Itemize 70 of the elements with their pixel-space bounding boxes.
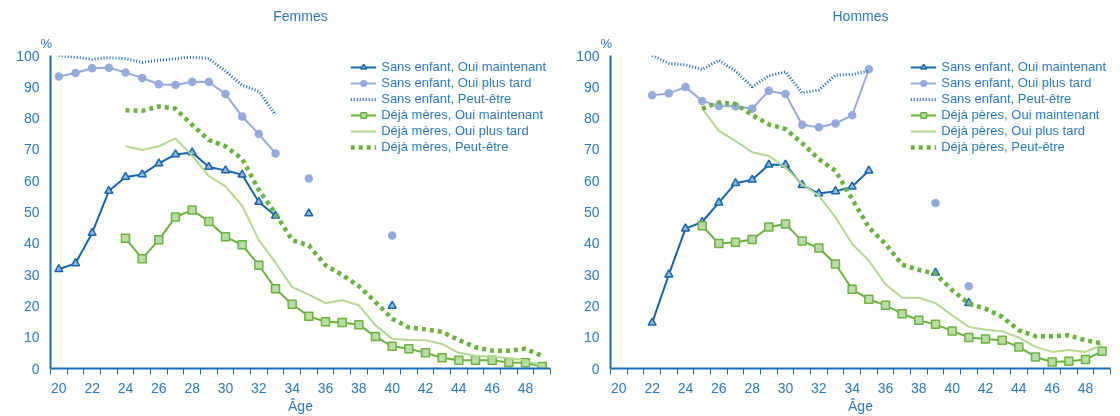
y-tick-label: 10	[23, 329, 40, 346]
x-tick-label: 24	[117, 379, 134, 396]
x-tick-label: 26	[151, 379, 167, 396]
y-tick-label: 30	[583, 266, 600, 283]
x-tick-label: 28	[184, 379, 201, 396]
y-tick-label: 80	[23, 110, 40, 127]
y-tick-label: 50	[583, 204, 600, 220]
legend-label: Déjà mères, Peut-être	[381, 139, 509, 154]
x-tick-label: 34	[284, 379, 301, 396]
y-tick-label: 40	[23, 235, 40, 252]
legend-label: Sans enfant, Peut-être	[381, 91, 512, 106]
y-tick-label: 20	[23, 297, 40, 314]
y-tick-label: 60	[583, 172, 600, 189]
y-tick-label: 0	[591, 360, 600, 377]
x-tick-label: 48	[517, 379, 534, 396]
x-tick-label: 22	[644, 379, 661, 396]
y-tick-label: 0	[31, 360, 40, 377]
x-tick-label: 26	[711, 379, 727, 396]
x-tick-label: 42	[417, 379, 434, 396]
y-axis-title: %	[600, 35, 613, 51]
legend-label: Sans enfant, Oui maintenant	[941, 59, 1106, 74]
legend-label: Sans enfant, Peut-être	[941, 91, 1072, 106]
legend-label: Déjà pères, Peut-être	[941, 139, 1065, 154]
x-tick-label: 34	[844, 379, 861, 396]
y-tick-label: 30	[23, 266, 40, 283]
y-axis-title: %	[40, 35, 53, 51]
x-tick-label: 22	[84, 379, 101, 396]
x-tick-label: 32	[251, 379, 267, 396]
x-tick-label: 24	[677, 379, 694, 396]
x-tick-label: 42	[977, 379, 994, 396]
x-tick-label: 40	[384, 379, 401, 396]
x-tick-label: 48	[1077, 379, 1094, 396]
x-tick-label: 44	[1011, 379, 1027, 396]
x-tick-label: 36	[877, 379, 894, 396]
x-tick-label: 44	[451, 379, 467, 396]
x-tick-label: 30	[777, 379, 794, 396]
y-tick-label: 40	[583, 235, 600, 252]
y-tick-label: 70	[583, 141, 600, 158]
legend-label: Déjà mères, Oui maintenant	[381, 107, 544, 122]
y-tick-label: 100	[16, 47, 40, 64]
x-tick-label: 46	[484, 379, 501, 396]
x-axis-title: Âge	[848, 397, 874, 414]
legend-label: Sans enfant, Oui maintenant	[381, 59, 546, 74]
y-tick-label: 70	[23, 141, 40, 158]
y-tick-label: 20	[583, 297, 600, 314]
legend-label: Sans enfant, Oui plus tard	[381, 75, 532, 90]
x-tick-label: 32	[811, 379, 827, 396]
x-tick-label: 36	[317, 379, 334, 396]
chart-title: Hommes	[832, 7, 889, 24]
y-tick-label: 100	[576, 47, 600, 64]
x-tick-label: 40	[944, 379, 961, 396]
y-tick-label: 60	[23, 172, 40, 189]
x-tick-label: 38	[911, 379, 927, 396]
x-tick-label: 20	[611, 379, 627, 396]
x-tick-label: 20	[51, 379, 67, 396]
x-tick-label: 46	[1044, 379, 1061, 396]
legend-label: Sans enfant, Oui plus tard	[941, 75, 1092, 90]
legend-label: Déjà mères, Oui plus tard	[381, 123, 529, 138]
y-tick-label: 90	[583, 78, 600, 95]
x-tick-label: 38	[351, 379, 367, 396]
x-tick-label: 28	[744, 379, 761, 396]
y-tick-label: 80	[583, 110, 600, 127]
x-axis-title: Âge	[288, 397, 314, 414]
chart-title: Femmes	[273, 7, 328, 24]
x-tick-label: 30	[217, 379, 234, 396]
y-tick-label: 90	[23, 78, 40, 95]
y-tick-label: 10	[583, 329, 600, 346]
legend-label: Déjà pères, Oui plus tard	[941, 123, 1086, 138]
y-tick-label: 50	[23, 204, 40, 220]
legend-label: Déjà pères, Oui maintenant	[941, 107, 1100, 122]
